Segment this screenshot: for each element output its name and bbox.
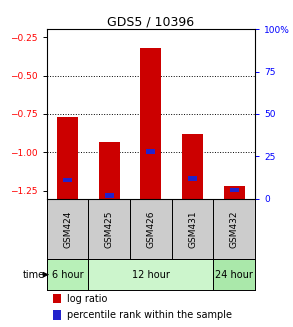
Text: 6 hour: 6 hour	[52, 270, 84, 280]
Bar	[229, 188, 239, 193]
Bar	[213, 259, 255, 290]
Bar	[47, 259, 88, 290]
Text: GSM425: GSM425	[105, 210, 114, 248]
Bar	[63, 178, 72, 182]
Bar	[130, 198, 172, 259]
Bar	[53, 294, 62, 303]
Bar	[88, 259, 213, 290]
Bar	[224, 186, 245, 198]
Text: log ratio: log ratio	[67, 294, 107, 304]
Bar	[88, 198, 130, 259]
Text: 24 hour: 24 hour	[215, 270, 253, 280]
Bar	[47, 198, 88, 259]
Bar	[172, 198, 213, 259]
Bar	[188, 176, 197, 181]
Bar	[99, 142, 120, 198]
Bar	[213, 198, 255, 259]
Bar	[141, 48, 161, 198]
Bar	[105, 193, 114, 198]
Text: time: time	[23, 270, 45, 280]
Text: 12 hour: 12 hour	[132, 270, 170, 280]
Text: GSM424: GSM424	[63, 210, 72, 248]
Bar	[146, 149, 156, 154]
Text: percentile rank within the sample: percentile rank within the sample	[67, 310, 232, 320]
Text: GSM426: GSM426	[146, 210, 155, 248]
Title: GDS5 / 10396: GDS5 / 10396	[107, 15, 195, 28]
Text: GSM432: GSM432	[230, 210, 239, 248]
Text: GSM431: GSM431	[188, 210, 197, 248]
Bar	[53, 310, 62, 319]
Bar	[182, 134, 203, 198]
Bar	[57, 117, 78, 198]
